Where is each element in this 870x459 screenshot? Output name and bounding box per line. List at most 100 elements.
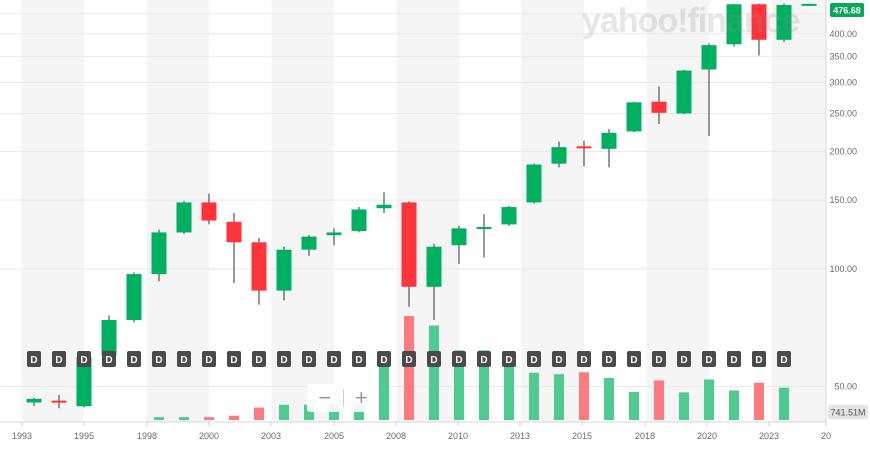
volume-bar <box>304 404 314 420</box>
y-tick-label: 400.00 <box>829 29 857 39</box>
dividend-badge <box>677 351 691 367</box>
candle-2016 <box>601 129 617 168</box>
dividend-marker[interactable]: D <box>177 351 191 367</box>
candle-body <box>626 102 642 132</box>
candle-body <box>401 202 417 287</box>
dividend-badge-text: D <box>555 355 562 366</box>
y-axis-labels: 50.00 100.00 150.00 200.00 250.00 300.00 350.0… <box>829 9 857 392</box>
dividend-marker[interactable]: D <box>77 351 91 367</box>
candle-body <box>451 228 467 246</box>
dividend-marker[interactable]: D <box>327 351 341 367</box>
zoom-in-button[interactable]: + <box>354 385 368 410</box>
dividend-badge-text: D <box>30 355 37 366</box>
dividend-badge-text: D <box>155 355 162 366</box>
dividend-badge-text: D <box>705 355 712 366</box>
candle-body <box>51 400 67 403</box>
candle-body <box>701 45 717 70</box>
dividend-marker[interactable]: D <box>477 351 491 367</box>
candle-body <box>476 227 492 230</box>
x-tick-label: 1998 <box>137 431 157 441</box>
candle-1994 <box>51 394 67 409</box>
candle-2003 <box>276 246 292 301</box>
candle-body <box>126 274 142 320</box>
volume-bar <box>679 392 689 420</box>
x-tick-label: 2008 <box>386 431 406 441</box>
candle-body <box>801 3 817 6</box>
candle-2017 <box>626 101 642 133</box>
dividend-marker[interactable]: D <box>377 351 391 367</box>
volume-bar <box>629 391 639 420</box>
dividend-badge <box>502 351 516 367</box>
dividend-badge-text: D <box>80 355 87 366</box>
dividend-marker[interactable]: D <box>302 351 316 367</box>
dividend-marker[interactable]: D <box>352 351 366 367</box>
candle-2015 <box>576 140 592 167</box>
candle-body <box>251 242 267 291</box>
dividend-badge <box>352 351 366 367</box>
dividend-marker[interactable]: D <box>602 351 616 367</box>
dividend-badge <box>727 351 741 367</box>
dividend-marker[interactable]: D <box>277 351 291 367</box>
volume-bar <box>204 417 214 420</box>
dividend-marker[interactable]: D <box>727 351 741 367</box>
dividend-badge <box>752 351 766 367</box>
dividend-marker[interactable]: D <box>677 351 691 367</box>
dividend-marker[interactable]: D <box>127 351 141 367</box>
x-tick-label: 2015 <box>572 431 592 441</box>
candle-1993 <box>26 397 42 406</box>
candle-2001 <box>226 213 242 284</box>
candle-2002 <box>251 237 267 305</box>
dividend-badge-text: D <box>455 355 462 366</box>
zoom-controls: − + <box>307 384 379 412</box>
volume-bar <box>404 316 414 420</box>
dividend-marker[interactable]: D <box>777 351 791 367</box>
candle-2011 <box>476 214 492 258</box>
x-tick-label: 2003 <box>261 431 281 441</box>
dividend-badge <box>177 351 191 367</box>
candle-2014 <box>551 141 567 168</box>
x-tick-label: 2020 <box>697 431 717 441</box>
dividend-marker[interactable]: D <box>252 351 266 367</box>
dividend-badge <box>77 351 91 367</box>
dividend-marker[interactable]: D <box>227 351 241 367</box>
candle-2022 <box>751 3 767 56</box>
dividend-marker[interactable]: D <box>552 351 566 367</box>
dividend-marker[interactable]: D <box>427 351 441 367</box>
dividend-marker[interactable]: D <box>102 351 116 367</box>
candle-1999 <box>176 201 192 234</box>
y-tick-label: 300.00 <box>829 78 857 88</box>
dividend-badge <box>127 351 141 367</box>
volume-bar <box>279 404 289 420</box>
dividend-marker[interactable]: D <box>402 351 416 367</box>
dividend-marker[interactable]: D <box>752 351 766 367</box>
dividend-marker[interactable]: D <box>202 351 216 367</box>
dividend-badge <box>452 351 466 367</box>
dividend-marker[interactable]: D <box>27 351 41 367</box>
dividend-marker[interactable]: D <box>627 351 641 367</box>
volume-tag: 741.51M <box>828 405 868 419</box>
volume-bar <box>479 350 489 420</box>
dividend-badge <box>477 351 491 367</box>
x-tick-label: 2000 <box>199 431 219 441</box>
dividend-marker[interactable]: D <box>702 351 716 367</box>
candle-body <box>26 398 42 403</box>
dividend-marker[interactable]: D <box>502 351 516 367</box>
volume-bar <box>179 417 189 420</box>
volume-bar <box>229 415 239 420</box>
dividend-marker[interactable]: D <box>527 351 541 367</box>
candle-body <box>101 319 117 356</box>
candle-body <box>76 356 92 407</box>
y-tick-label: 250.00 <box>829 108 857 118</box>
candle-2009 <box>426 243 442 320</box>
dividend-marker[interactable]: D <box>52 351 66 367</box>
dividend-badge <box>552 351 566 367</box>
dividend-marker[interactable]: D <box>152 351 166 367</box>
candle-2005 <box>326 228 342 246</box>
candle-body <box>551 147 567 164</box>
dividend-marker[interactable]: D <box>452 351 466 367</box>
dividend-badge-text: D <box>255 355 262 366</box>
dividend-marker[interactable]: D <box>652 351 666 367</box>
dividend-marker[interactable]: D <box>577 351 591 367</box>
zoom-out-button[interactable]: − <box>318 385 332 410</box>
